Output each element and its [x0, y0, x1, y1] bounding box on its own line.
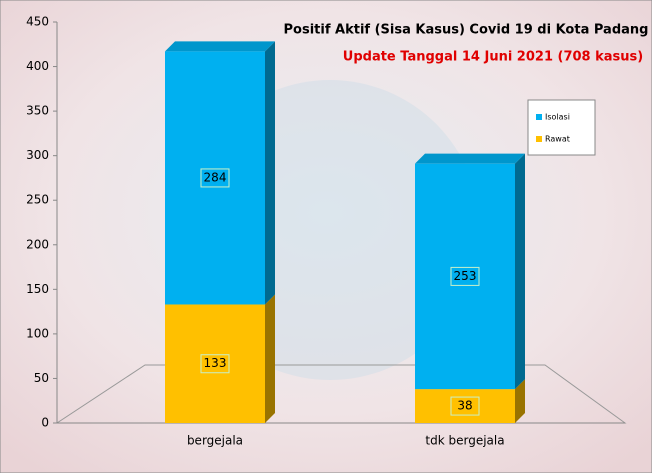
- legend-label: Rawat: [545, 135, 570, 144]
- legend-swatch: [536, 136, 542, 142]
- bar-side: [515, 153, 525, 390]
- bar-side: [515, 379, 525, 423]
- chart-subtitle: Update Tanggal 14 Juni 2021 (708 kasus): [343, 50, 643, 65]
- legend-swatch: [536, 114, 542, 120]
- y-tick-label: 150: [26, 282, 49, 296]
- y-tick-label: 50: [34, 371, 49, 385]
- y-tick-label: 450: [26, 15, 49, 29]
- bar: [415, 389, 515, 423]
- chart-title: Positif Aktif (Sisa Kasus) Covid 19 di K…: [284, 23, 649, 38]
- y-tick-label: 400: [26, 59, 49, 73]
- bar-top: [415, 153, 525, 164]
- y-tick-label: 300: [26, 148, 49, 162]
- y-tick-label: 200: [26, 237, 49, 251]
- legend-label: Isolasi: [545, 113, 570, 122]
- y-tick-label: 350: [26, 104, 49, 118]
- value-label: 133: [204, 356, 227, 370]
- value-label: 284: [204, 170, 227, 184]
- bar: [165, 304, 265, 423]
- value-label: 38: [457, 399, 472, 413]
- value-label-box: [450, 266, 480, 286]
- x-tick-label: bergejala: [187, 434, 243, 448]
- y-tick-label: 100: [26, 326, 49, 340]
- bar: [165, 51, 265, 305]
- value-label: 253: [454, 269, 477, 283]
- bar-side: [265, 294, 275, 423]
- x-tick-label: tdk bergejala: [425, 434, 504, 448]
- bar-side: [265, 41, 275, 305]
- legend: [527, 99, 596, 156]
- y-tick-label: 0: [41, 416, 49, 430]
- value-label-box: [200, 354, 230, 374]
- value-label-box: [450, 396, 480, 416]
- bar-top: [165, 41, 275, 52]
- value-label-box: [200, 168, 230, 188]
- bar: [415, 163, 515, 390]
- y-tick-label: 250: [26, 193, 49, 207]
